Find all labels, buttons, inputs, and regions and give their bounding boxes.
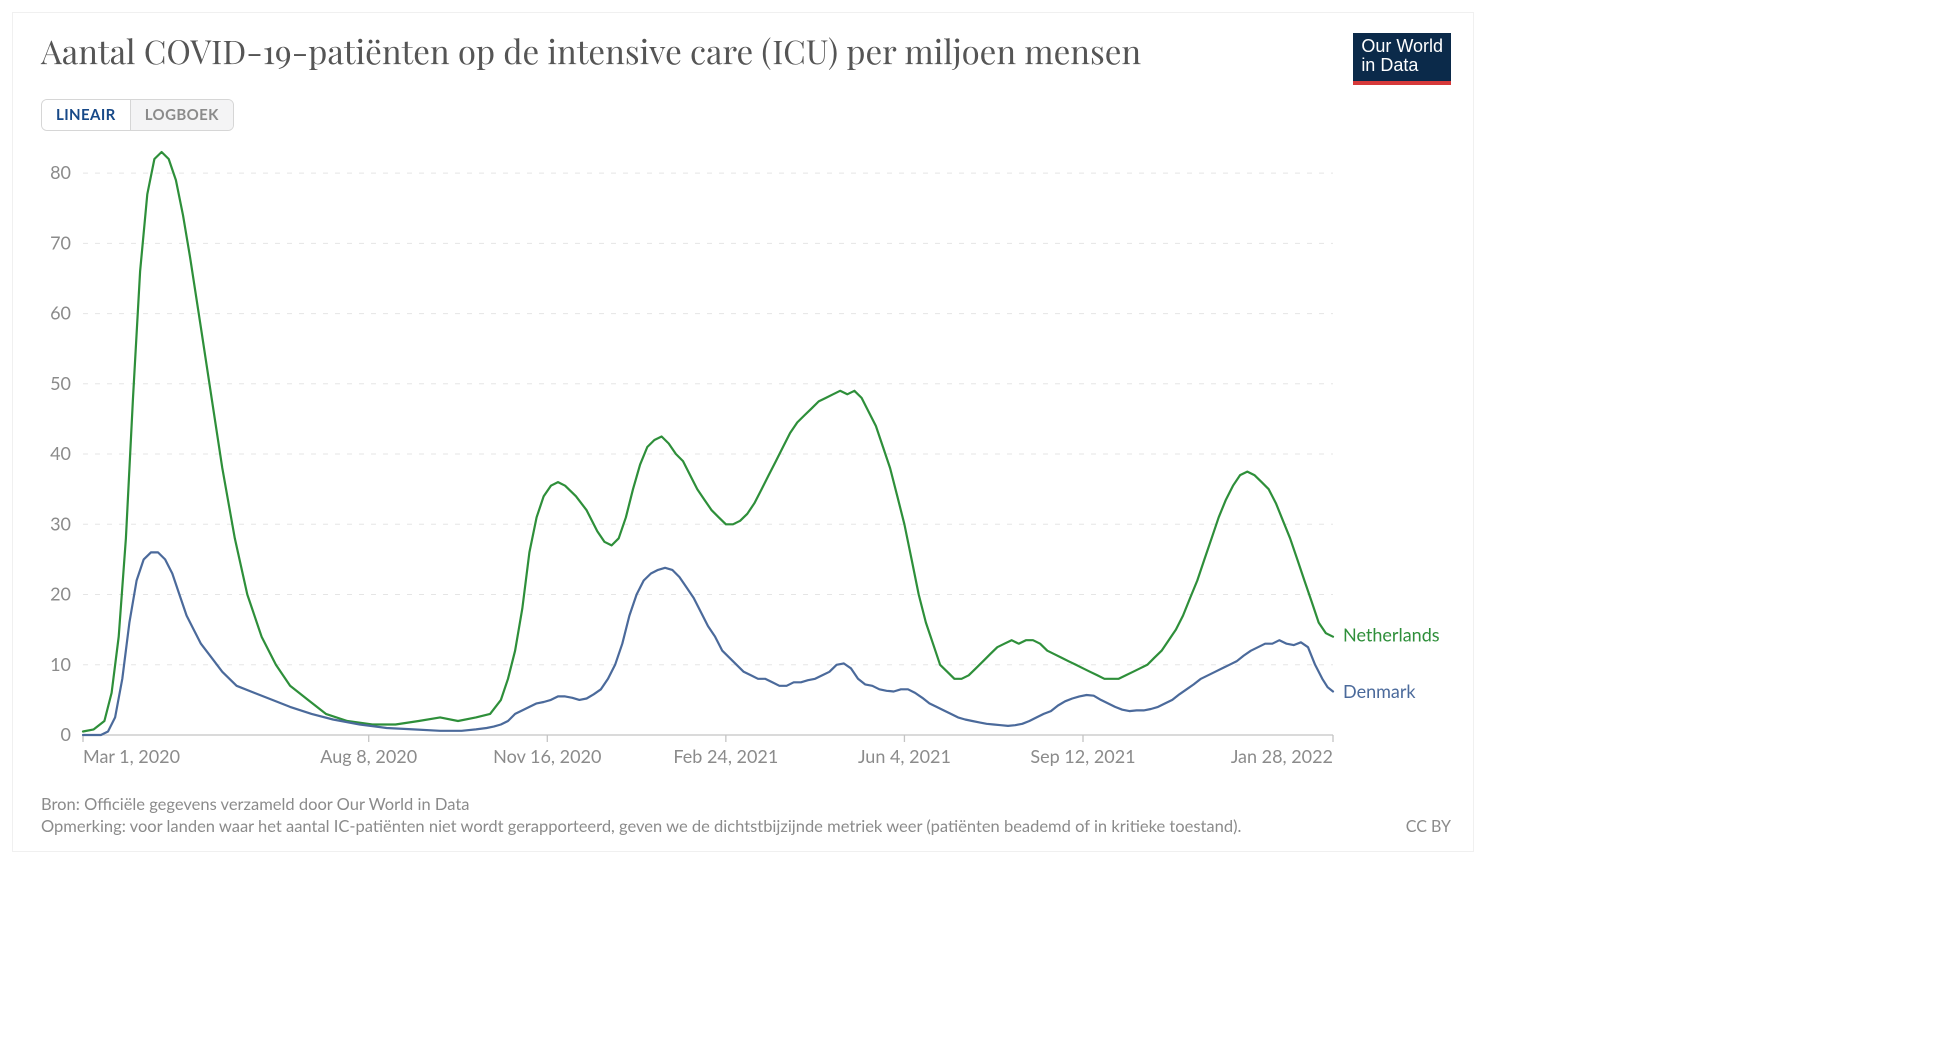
svg-text:Jun 4, 2021: Jun 4, 2021: [858, 745, 951, 767]
svg-text:50: 50: [50, 372, 71, 394]
license-badge[interactable]: CC BY: [1406, 816, 1451, 838]
owid-logo-badge[interactable]: Our World in Data: [1353, 33, 1451, 85]
chart-card: Aantal COVID-19-patiënten op de intensiv…: [12, 12, 1474, 852]
series-line-denmark[interactable]: [83, 552, 1333, 735]
svg-text:30: 30: [50, 512, 71, 534]
chart-svg: 0 10 20 30 40 50 60 70 80 Mar 1, 2020 Aug 8, 2020 N…: [23, 135, 1463, 785]
owid-line2: in Data: [1361, 55, 1418, 75]
svg-text:80: 80: [50, 161, 71, 183]
svg-text:Sep 12, 2021: Sep 12, 2021: [1030, 745, 1135, 767]
chart-title: Aantal COVID-19-patiënten op de intensiv…: [41, 33, 1141, 71]
chart-footer: Bron: Officiële gegevens verzameld door …: [13, 785, 1473, 852]
svg-text:40: 40: [50, 442, 71, 464]
source-line: Bron: Officiële gegevens verzameld door …: [41, 793, 1241, 815]
svg-text:70: 70: [50, 231, 71, 253]
series-line-netherlands[interactable]: [83, 152, 1333, 732]
series-label-netherlands[interactable]: Netherlands: [1343, 623, 1440, 645]
svg-text:Mar 1, 2020: Mar 1, 2020: [83, 745, 180, 767]
svg-text:60: 60: [50, 301, 71, 323]
svg-text:Nov 16, 2020: Nov 16, 2020: [493, 745, 601, 767]
header-row: Aantal COVID-19-patiënten op de intensiv…: [13, 23, 1473, 85]
svg-text:Aug 8, 2020: Aug 8, 2020: [320, 745, 417, 767]
note-line: Opmerking: voor landen waar het aantal I…: [41, 815, 1241, 837]
svg-text:20: 20: [50, 582, 71, 604]
series-label-denmark[interactable]: Denmark: [1343, 680, 1416, 702]
svg-text:0: 0: [61, 723, 71, 745]
owid-line1: Our World: [1361, 36, 1443, 56]
scale-toggle: LINEAIR LOGBOEK: [41, 99, 234, 131]
svg-text:Feb 24, 2021: Feb 24, 2021: [673, 745, 778, 767]
svg-text:Jan 28, 2022: Jan 28, 2022: [1231, 745, 1333, 767]
tab-linear[interactable]: LINEAIR: [42, 100, 131, 130]
svg-text:10: 10: [50, 653, 71, 675]
tab-log[interactable]: LOGBOEK: [131, 100, 233, 130]
plot-area: 0 10 20 30 40 50 60 70 80 Mar 1, 2020 Aug 8, 2020 N…: [23, 135, 1463, 785]
